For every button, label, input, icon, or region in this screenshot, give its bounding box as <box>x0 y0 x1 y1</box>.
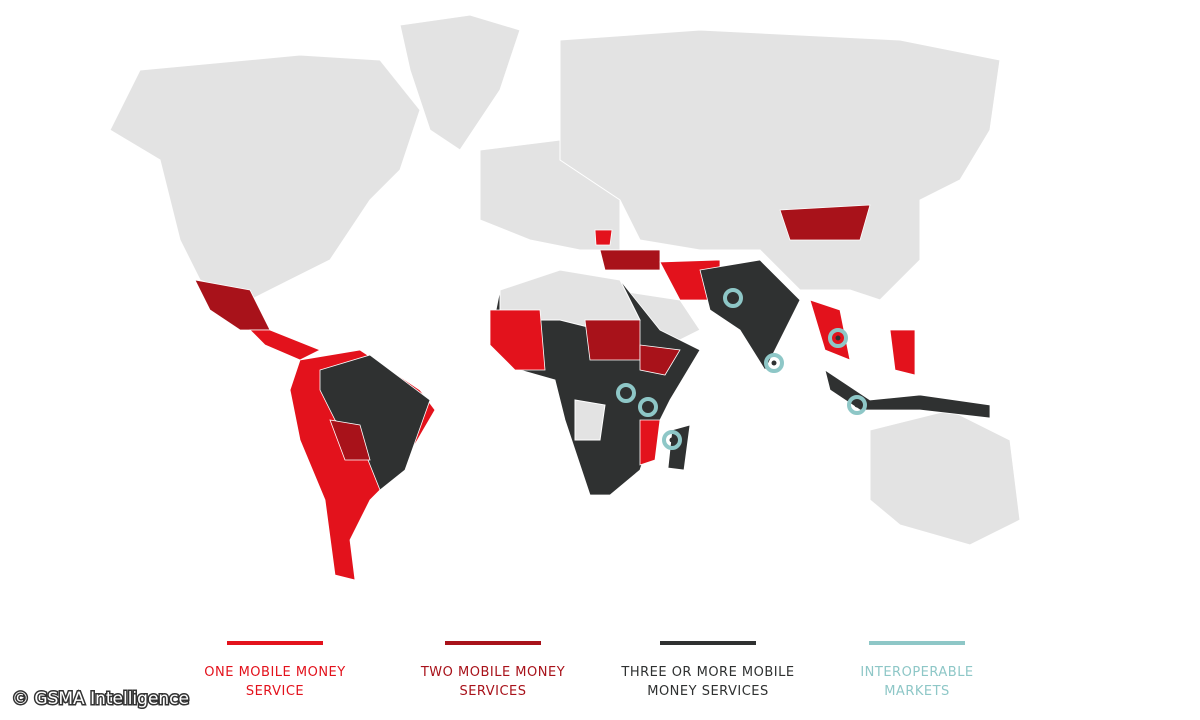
legend-swatch <box>445 641 541 645</box>
legend-label: SERVICES <box>459 684 526 699</box>
region <box>779 204 871 241</box>
marker-dot <box>645 404 651 410</box>
region <box>639 344 681 376</box>
legend-label: INTEROPERABLE <box>860 665 973 680</box>
marker-dot <box>623 390 629 396</box>
region <box>319 354 431 491</box>
region <box>249 329 321 361</box>
marker-dot <box>854 402 860 408</box>
legend-swatch <box>227 641 323 645</box>
marker-dot <box>771 360 777 366</box>
central-africa <box>574 399 606 441</box>
asia <box>559 29 1001 301</box>
marker <box>723 288 743 308</box>
region <box>594 229 613 246</box>
marker <box>828 328 848 348</box>
legend: ONE MOBILE MONEY SERVICE TWO MOBILE MONEY S… <box>204 641 973 699</box>
region <box>699 259 801 371</box>
legend-label: MONEY SERVICES <box>647 684 769 699</box>
region <box>489 309 546 371</box>
regions <box>194 204 991 581</box>
marker-dot <box>730 295 736 301</box>
region <box>329 419 371 461</box>
region <box>889 329 916 376</box>
marker <box>764 353 784 373</box>
marker <box>616 383 636 403</box>
legend-label: THREE OR MORE MOBILE <box>620 665 794 680</box>
marker-dot <box>835 335 841 341</box>
region <box>639 419 661 466</box>
region <box>599 249 661 271</box>
legend-label: ONE MOBILE MONEY <box>204 665 345 680</box>
legend-swatch <box>660 641 756 645</box>
region <box>667 424 691 471</box>
marker <box>638 397 658 417</box>
north-america <box>109 54 421 301</box>
marker <box>662 430 682 450</box>
interoperable-markers <box>616 288 867 450</box>
legend-label: SERVICE <box>246 684 304 699</box>
greenland <box>399 14 521 151</box>
legend-label: TWO MOBILE MONEY <box>420 665 565 680</box>
region <box>584 319 641 361</box>
legend-label: MARKETS <box>884 684 950 699</box>
marker <box>847 395 867 415</box>
legend-swatch <box>869 641 965 645</box>
australia <box>869 409 1021 546</box>
marker-dot <box>669 437 675 443</box>
credit: © GSMA Intelligence <box>12 689 189 709</box>
